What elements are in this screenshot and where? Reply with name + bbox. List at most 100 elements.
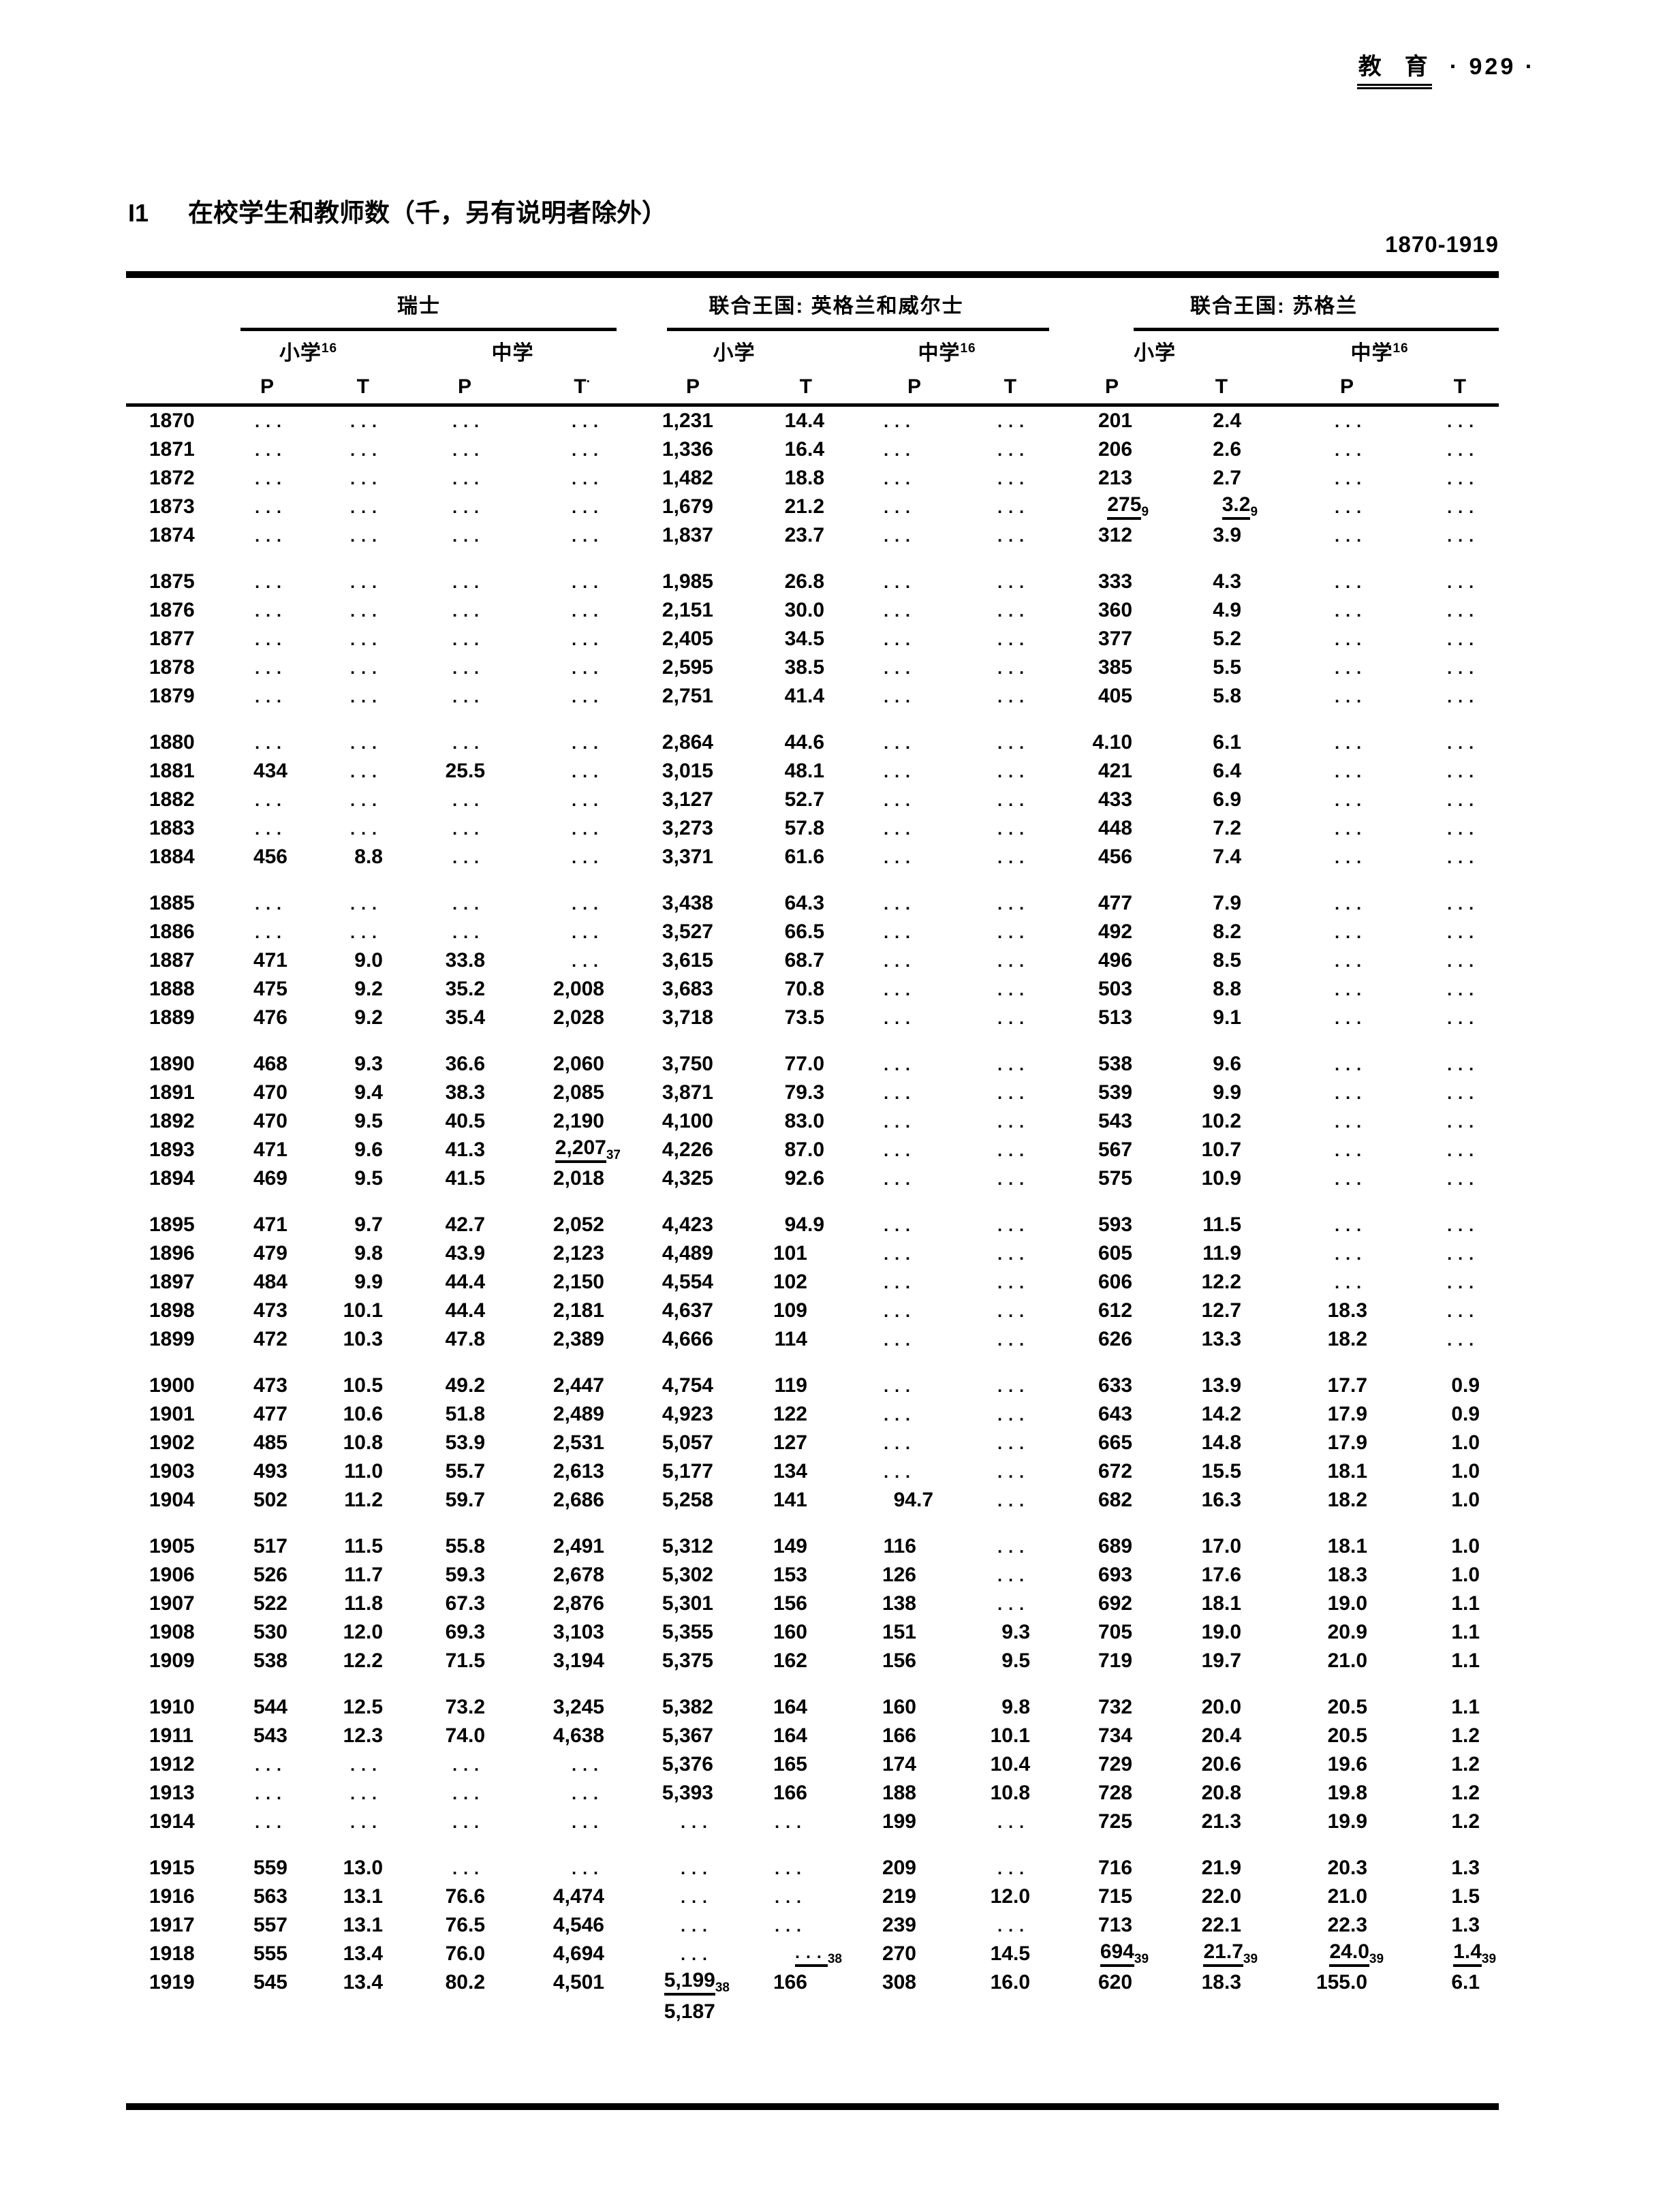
data-cell: 166 bbox=[773, 1970, 807, 1994]
year-cell: 1889 bbox=[149, 1006, 195, 1029]
year-cell: 1904 bbox=[149, 1488, 195, 1511]
no-data-dots: ... bbox=[1335, 469, 1368, 489]
no-data-dots: ... bbox=[572, 819, 604, 839]
year-cell: 1894 bbox=[149, 1166, 195, 1190]
no-data-dots: ... bbox=[1335, 440, 1368, 460]
data-cell: ... bbox=[215, 918, 307, 946]
no-data-dots: ... bbox=[997, 1301, 1031, 1321]
no-data-dots: ... bbox=[997, 630, 1031, 649]
data-cell: 35.4 bbox=[445, 1006, 485, 1029]
no-data-dots: ... bbox=[572, 1812, 604, 1832]
no-data-dots: ... bbox=[1447, 1330, 1480, 1350]
year-cell: 1906 bbox=[149, 1563, 195, 1586]
no-data-dots: ... bbox=[997, 1273, 1031, 1292]
table-row: 1897 484 9.9 44.4 2,150 4,554 102...... 606 12.2… bbox=[126, 1268, 1499, 1297]
data-cell: 434 bbox=[253, 759, 287, 782]
data-cell: 44.6 bbox=[784, 730, 825, 754]
data-cell: ... bbox=[1260, 889, 1386, 918]
data-cell: 2,595 bbox=[662, 655, 713, 679]
data-cell: ... bbox=[504, 757, 623, 786]
no-data-dots: ... bbox=[681, 1944, 713, 1964]
data-cell: 16.4 bbox=[784, 437, 825, 461]
no-data-dots: ... bbox=[997, 819, 1031, 839]
no-data-dots: ... bbox=[775, 1812, 807, 1832]
data-cell: 9.8 bbox=[1001, 1695, 1031, 1718]
data-cell: ... bbox=[504, 493, 623, 521]
data-cell: ... bbox=[732, 1854, 845, 1882]
data-cell: ... bbox=[504, 682, 623, 711]
table-row: 1917 557 13.1 76.5 4,546...... 239... 713 22.1 2… bbox=[126, 1911, 1499, 1940]
data-cell: 9.6 bbox=[1213, 1052, 1242, 1075]
data-cell: 166 bbox=[882, 1724, 916, 1747]
data-cell: 21.9 bbox=[1201, 1856, 1242, 1879]
no-data-dots: ... bbox=[1335, 922, 1368, 942]
data-cell: 3,527 bbox=[662, 920, 713, 943]
data-cell: ... bbox=[845, 1429, 954, 1457]
data-cell: ... bbox=[1386, 843, 1499, 871]
no-data-dots: ... bbox=[1335, 980, 1368, 999]
data-cell: 270 bbox=[882, 1942, 916, 1965]
data-cell: 79.3 bbox=[784, 1081, 825, 1104]
no-data-dots: ... bbox=[350, 894, 383, 914]
running-head: 教 育 · 929 · bbox=[1356, 48, 1536, 89]
data-cell: 24.039 bbox=[1260, 1940, 1386, 1968]
no-data-dots: ... bbox=[255, 1755, 287, 1775]
data-cell: 2,085 bbox=[553, 1081, 604, 1104]
data-cell: 2,389 bbox=[553, 1327, 604, 1350]
data-table: 瑞士 联合王国: 英格兰和威尔士 联合王国: 苏格兰 小学16 中学 小学 中学16 小学 中学… bbox=[126, 271, 1499, 2023]
data-cell: ... bbox=[1386, 918, 1499, 946]
data-cell: 2,876 bbox=[553, 1592, 604, 1615]
data-cell: ... bbox=[402, 568, 504, 596]
data-cell: 53.9 bbox=[445, 1431, 485, 1454]
data-cell: 3,245 bbox=[553, 1695, 604, 1718]
data-cell: 12.2 bbox=[1201, 1270, 1242, 1293]
data-cell: 559 bbox=[253, 1856, 287, 1879]
data-cell: 1,985 bbox=[662, 570, 713, 593]
table-row: 1888 475 9.2 35.2 2,008 3,683 70.8...... 503 8.8… bbox=[126, 975, 1499, 1004]
data-cell: ... bbox=[845, 682, 954, 711]
year-cell: 1897 bbox=[149, 1270, 195, 1293]
data-cell: 5,302 bbox=[662, 1563, 713, 1586]
no-data-dots: ... bbox=[884, 497, 916, 517]
pt-column-header: P bbox=[623, 371, 732, 407]
no-data-dots: ... bbox=[350, 497, 383, 517]
data-cell: 0.9 bbox=[1451, 1402, 1480, 1425]
data-cell: 77.0 bbox=[784, 1052, 825, 1075]
data-cell: ... bbox=[845, 728, 954, 757]
no-data-dots: ... bbox=[1447, 526, 1480, 546]
no-data-dots: ... bbox=[997, 1376, 1031, 1396]
data-cell: 21.0 bbox=[1327, 1649, 1368, 1672]
no-data-dots: ... bbox=[255, 894, 287, 914]
country-group-header: 瑞士 bbox=[215, 275, 623, 331]
no-data-dots: ... bbox=[452, 922, 485, 942]
no-data-dots: ... bbox=[1447, 1169, 1480, 1189]
data-cell: 18.1 bbox=[1327, 1459, 1368, 1483]
data-cell: ... bbox=[215, 728, 307, 757]
data-cell: ... bbox=[1386, 728, 1499, 757]
data-cell: 513 bbox=[1098, 1006, 1133, 1029]
no-data-dots: ... bbox=[997, 1169, 1031, 1189]
data-cell: 30.0 bbox=[784, 598, 825, 621]
no-data-dots: ... bbox=[1335, 894, 1368, 914]
data-cell: 4.10 bbox=[1092, 730, 1133, 754]
data-cell: 9.7 bbox=[354, 1213, 383, 1236]
no-data-dots: ... bbox=[255, 440, 287, 460]
data-cell: ... bbox=[1386, 682, 1499, 711]
table-header: 瑞士 联合王国: 英格兰和威尔士 联合王国: 苏格兰 小学16 中学 小学 中学16 小学 中学… bbox=[126, 275, 1499, 407]
data-cell: ... bbox=[1260, 1107, 1386, 1136]
data-cell: 1.3 bbox=[1451, 1856, 1480, 1879]
data-cell: 9.8 bbox=[354, 1241, 383, 1265]
data-cell: ... bbox=[1260, 464, 1386, 493]
no-data-dots: ... bbox=[884, 1169, 916, 1189]
data-cell: ... bbox=[845, 843, 954, 871]
year-cell: 1911 bbox=[149, 1724, 194, 1747]
no-data-dots: ... bbox=[1335, 1008, 1368, 1028]
data-cell: ... bbox=[1386, 1268, 1499, 1297]
data-cell: 484 bbox=[253, 1270, 287, 1293]
data-cell: 3,871 bbox=[662, 1081, 713, 1104]
data-cell: 4,754 bbox=[662, 1374, 713, 1397]
data-cell: 44.4 bbox=[445, 1299, 485, 1322]
data-cell: ... bbox=[954, 464, 1049, 493]
data-cell: 18.1 bbox=[1201, 1592, 1242, 1615]
data-cell: 69.3 bbox=[445, 1620, 485, 1643]
